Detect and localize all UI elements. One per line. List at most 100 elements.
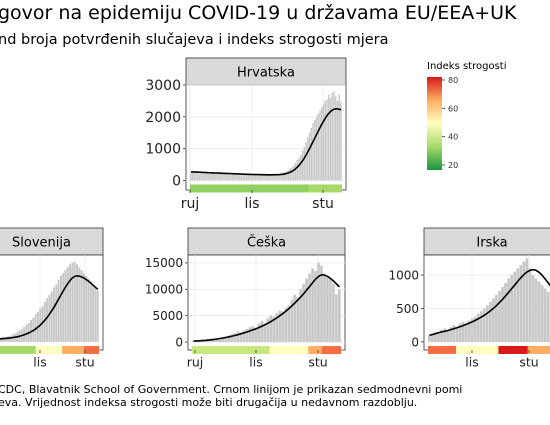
- stringency-band: [0, 345, 36, 354]
- case-bar: [546, 291, 550, 342]
- case-bar: [263, 323, 267, 343]
- case-bar: [193, 172, 195, 181]
- case-bar: [289, 168, 292, 181]
- case-bar: [275, 313, 279, 343]
- case-bar: [82, 272, 85, 342]
- case-bar: [284, 172, 286, 181]
- case-bar: [69, 264, 72, 342]
- case-bar: [510, 275, 514, 342]
- stringency-band: [84, 345, 99, 354]
- case-bar: [525, 258, 529, 342]
- case-bar: [247, 174, 250, 181]
- case-bar: [296, 297, 299, 343]
- case-bar: [310, 127, 312, 181]
- case-bar: [323, 273, 326, 343]
- case-bar: [492, 298, 495, 342]
- case-bar: [287, 169, 290, 181]
- case-bar: [303, 147, 306, 181]
- case-bar: [230, 334, 234, 343]
- case-bar: [205, 172, 208, 181]
- chart-subtitle: nd broja potvrđenih slučajeva i indeks s…: [0, 32, 389, 48]
- facet-title: Slovenija: [12, 236, 71, 251]
- y-tick-label: 10000: [145, 283, 183, 297]
- case-bar: [498, 291, 501, 342]
- case-bar: [0, 337, 3, 342]
- case-bar: [485, 305, 489, 342]
- case-bar: [216, 173, 218, 181]
- case-bar: [299, 289, 302, 343]
- case-bar: [331, 92, 333, 181]
- case-bar: [294, 162, 297, 181]
- case-bar: [519, 265, 523, 342]
- case-bar: [248, 327, 252, 343]
- case-bar: [278, 310, 282, 343]
- case-bar: [209, 174, 211, 181]
- case-bar: [284, 307, 288, 343]
- case-bar: [251, 326, 255, 343]
- stringency-band: [468, 345, 499, 354]
- case-bar: [431, 333, 434, 342]
- case-bar: [212, 338, 216, 343]
- case-bar: [319, 110, 321, 181]
- case-bar: [531, 275, 535, 342]
- case-bar: [55, 284, 58, 342]
- chart-title: govor na epidemiju COVID-19 u državama E…: [0, 2, 517, 24]
- case-bar: [59, 275, 62, 342]
- case-bar: [230, 174, 232, 181]
- legend-tick-label: 80: [448, 76, 458, 85]
- case-bar: [340, 102, 342, 181]
- case-bar: [293, 165, 295, 181]
- rolling-average-line: [193, 273, 341, 342]
- case-bar: [46, 298, 49, 342]
- case-bar: [272, 174, 274, 181]
- case-bar: [282, 172, 285, 181]
- case-bar: [333, 91, 335, 181]
- case-bar: [272, 316, 276, 343]
- case-bar: [242, 330, 246, 343]
- facet-strip: [0, 227, 104, 256]
- case-bar: [305, 278, 308, 343]
- case-bar: [249, 174, 251, 181]
- case-bar: [287, 305, 291, 343]
- case-bar: [332, 284, 335, 343]
- case-bar: [85, 275, 88, 342]
- x-tick-label: ruj: [181, 196, 200, 212]
- case-bar: [290, 299, 294, 343]
- case-bar: [307, 137, 309, 181]
- stringency-band: [308, 346, 322, 355]
- case-bar: [57, 279, 60, 342]
- case-bar: [516, 268, 520, 342]
- case-bar: [293, 294, 296, 343]
- case-bar: [326, 99, 328, 181]
- y-tick-label: 0: [172, 173, 181, 189]
- caption-line-1: CDC, Blavatnik School of Government. Crn…: [0, 383, 462, 396]
- case-bar: [507, 278, 510, 342]
- case-bar: [239, 332, 243, 343]
- case-bar: [501, 287, 504, 342]
- x-tick-label: stu: [308, 355, 327, 370]
- stringency-band: [190, 184, 309, 193]
- facet-title: Irska: [476, 236, 507, 251]
- case-bar: [7, 336, 9, 342]
- case-bar: [321, 107, 323, 181]
- legend-tick-label: 20: [448, 161, 458, 170]
- case-bar: [96, 290, 99, 342]
- case-bar: [71, 262, 74, 342]
- case-bar: [440, 329, 443, 342]
- case-bar: [467, 320, 471, 342]
- case-bar: [335, 294, 338, 343]
- legend-title: Indeks strogosti: [427, 61, 506, 72]
- case-bar: [195, 170, 197, 181]
- case-bar: [76, 264, 78, 342]
- x-tick-label: stu: [519, 355, 538, 370]
- case-bar: [50, 291, 53, 342]
- case-bar: [266, 174, 269, 181]
- x-tick-label: lis: [249, 355, 262, 370]
- case-bar: [504, 283, 507, 342]
- y-tick-label: 500: [396, 302, 419, 316]
- case-bar: [228, 173, 230, 181]
- rolling-average-line: [429, 268, 550, 337]
- stringency-band: [35, 345, 63, 354]
- legend-tick-label: 40: [448, 133, 458, 142]
- panel-češka: Češka 0 5000 10000 15000 ruj lis stu: [145, 227, 346, 370]
